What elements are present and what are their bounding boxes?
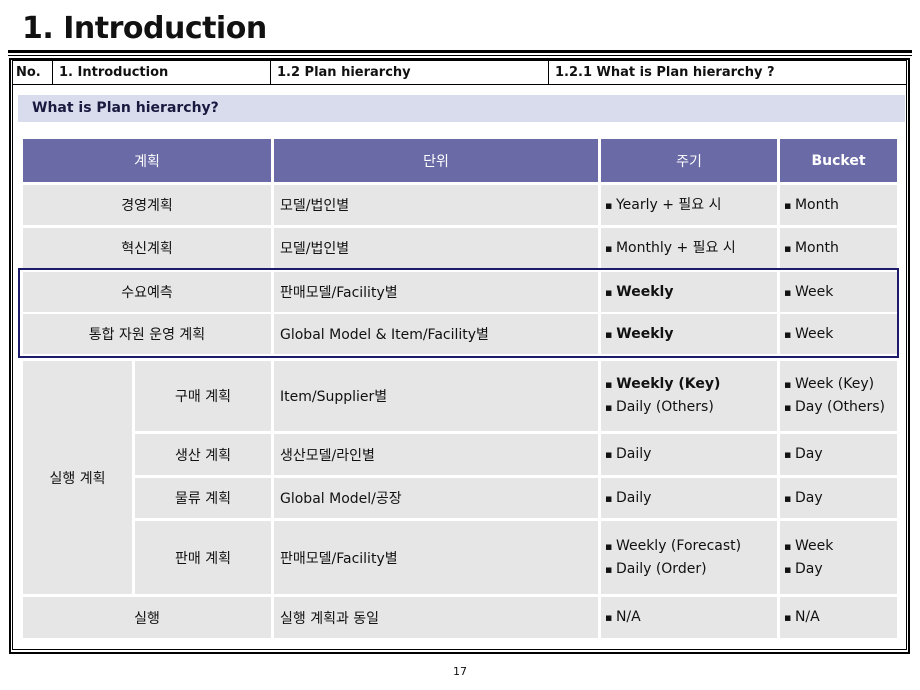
column-header-unit: 단위 [274, 139, 598, 182]
cycle-value: Weekly (Forecast) [605, 535, 741, 558]
bucket-cell: Day [780, 478, 897, 518]
bucket-value: Week [784, 535, 833, 558]
title-rule [8, 50, 912, 53]
plan-cell: 구매 계획 [135, 361, 271, 431]
bucket-cell: Week Day [780, 521, 897, 594]
bucket-value: Day [784, 487, 823, 510]
page-title: 1. Introduction [22, 11, 267, 46]
unit-cell: 판매모델/Facility별 [274, 272, 598, 312]
header-topic: 1.2.1 What is Plan hierarchy ? [555, 65, 775, 80]
plan-cell: 수요예측 [23, 272, 271, 312]
plan-cell: 실행 [23, 597, 271, 638]
cycle-value: Weekly [605, 281, 673, 304]
cycle-value: Daily [605, 443, 651, 466]
bucket-cell: Month [780, 185, 897, 225]
bucket-value: Week (Key) [784, 373, 874, 396]
cycle-value: Daily (Others) [605, 396, 714, 419]
unit-cell: Global Model & Item/Facility별 [274, 314, 598, 354]
plan-cell: 판매 계획 [135, 521, 271, 594]
cycle-value: Yearly + 필요 시 [605, 194, 722, 217]
cycle-value: Weekly (Key) [605, 373, 720, 396]
cycle-cell: Weekly (Key) Daily (Others) [601, 361, 777, 431]
bucket-value: Day [784, 558, 823, 581]
cycle-cell: Daily [601, 434, 777, 475]
bucket-value: Day (Others) [784, 396, 885, 419]
cycle-value: Daily [605, 487, 651, 510]
plan-cell: 혁신계획 [23, 228, 271, 268]
plan-cell: 경영계획 [23, 185, 271, 225]
unit-cell: 생산모델/라인별 [274, 434, 598, 475]
bucket-cell: N/A [780, 597, 897, 638]
header-line [12, 84, 907, 85]
cycle-cell: Weekly [601, 314, 777, 354]
cycle-value: Weekly [605, 323, 673, 346]
unit-cell: Global Model/공장 [274, 478, 598, 518]
header-divider [270, 61, 271, 85]
bucket-cell: Week (Key) Day (Others) [780, 361, 897, 431]
cycle-cell: Weekly [601, 272, 777, 312]
unit-cell: 실행 계획과 동일 [274, 597, 598, 638]
unit-cell: Item/Supplier별 [274, 361, 598, 431]
plan-cell: 물류 계획 [135, 478, 271, 518]
bucket-value: Week [784, 281, 833, 304]
cycle-cell: Monthly + 필요 시 [601, 228, 777, 268]
bucket-cell: Week [780, 272, 897, 312]
cycle-cell: Yearly + 필요 시 [601, 185, 777, 225]
bucket-value: Month [784, 237, 839, 260]
cycle-value: Monthly + 필요 시 [605, 237, 736, 260]
header-divider [548, 61, 549, 85]
bucket-value: Month [784, 194, 839, 217]
bucket-cell: Week [780, 314, 897, 354]
unit-cell: 모델/법인별 [274, 185, 598, 225]
page-number: 17 [453, 665, 467, 678]
bucket-value: Day [784, 443, 823, 466]
bucket-value: N/A [784, 606, 820, 629]
bucket-value: Week [784, 323, 833, 346]
content-frame-inner [12, 60, 907, 650]
highlight-box [18, 268, 899, 358]
header-section: 1. Introduction [59, 65, 169, 80]
plan-cell: 생산 계획 [135, 434, 271, 475]
plan-cell: 통합 자원 운영 계획 [23, 314, 271, 354]
cycle-cell: N/A [601, 597, 777, 638]
cycle-value: N/A [605, 606, 641, 629]
cycle-value: Daily (Order) [605, 558, 707, 581]
column-header-bucket: Bucket [780, 139, 897, 182]
bucket-cell: Month [780, 228, 897, 268]
unit-cell: 판매모델/Facility별 [274, 521, 598, 594]
unit-cell: 모델/법인별 [274, 228, 598, 268]
section-title: What is Plan hierarchy? [18, 95, 905, 122]
header-no: No. [16, 65, 41, 80]
content-frame [9, 58, 910, 654]
group-cell: 실행 계획 [23, 361, 132, 594]
header-subsection: 1.2 Plan hierarchy [277, 65, 411, 80]
title-rule-thin [8, 55, 912, 56]
cycle-cell: Weekly (Forecast) Daily (Order) [601, 521, 777, 594]
header-divider [52, 61, 53, 85]
bucket-cell: Day [780, 434, 897, 475]
cycle-cell: Daily [601, 478, 777, 518]
column-header-plan: 계획 [23, 139, 271, 182]
column-header-cycle: 주기 [601, 139, 777, 182]
